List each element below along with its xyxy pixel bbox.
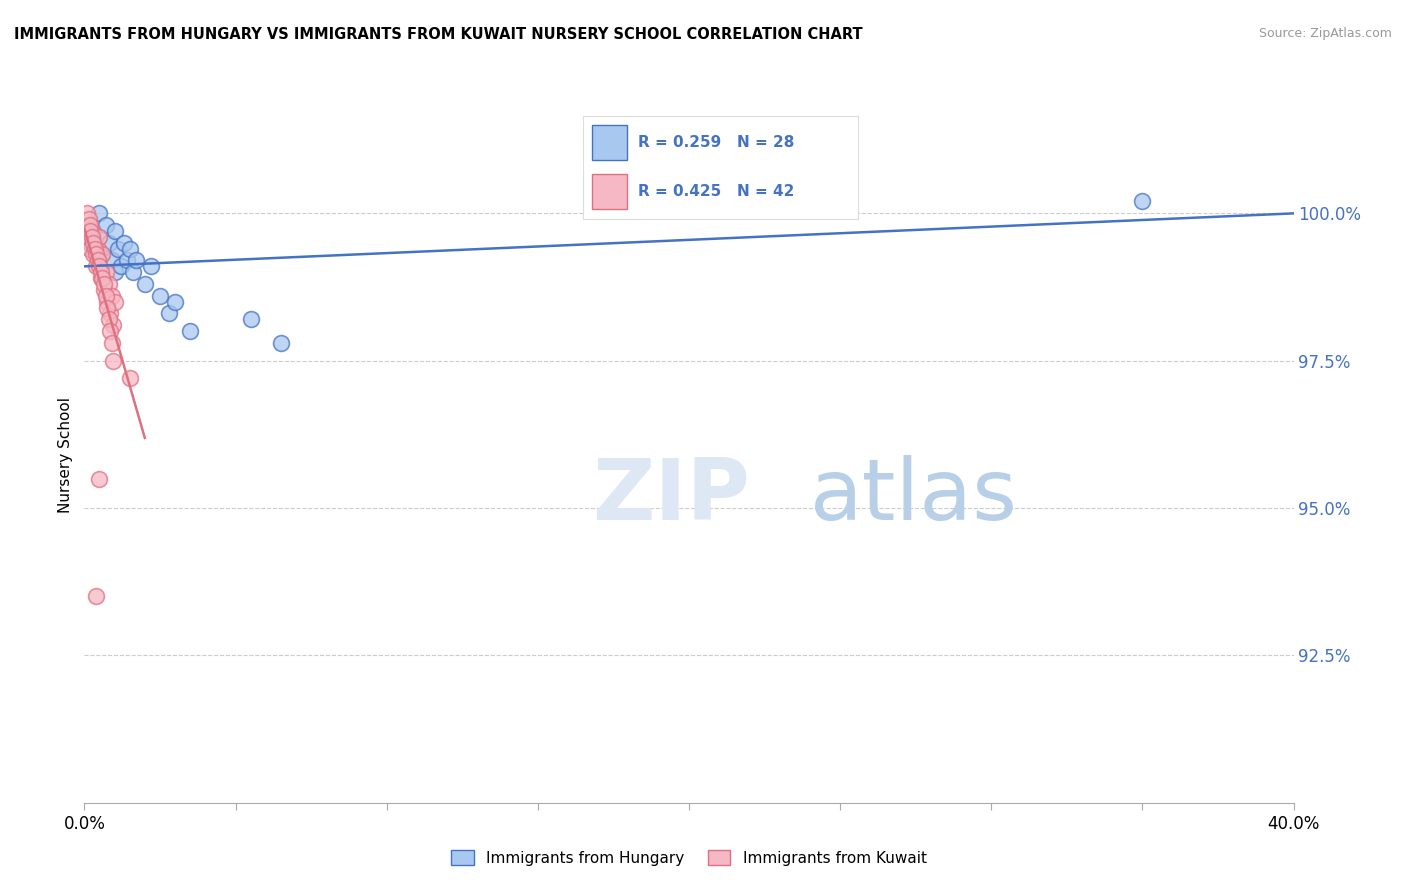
Point [125, 253, 148, 268]
Point [104, 294, 127, 309]
Point [86, 242, 108, 256]
Legend: Immigrants from Hungary, Immigrants from Kuwait: Immigrants from Hungary, Immigrants from… [446, 844, 932, 871]
Point [87, 242, 110, 256]
Point [91, 271, 114, 285]
Point [80, 229, 103, 244]
Point [110, 259, 132, 273]
Point [94, 289, 117, 303]
Point [121, 265, 143, 279]
Point [98, 306, 121, 320]
Point [84, 242, 107, 256]
Text: R = 0.425   N = 42: R = 0.425 N = 42 [638, 185, 794, 200]
Point [270, 335, 292, 350]
Point [89, 259, 111, 273]
Point [90, 265, 112, 279]
Point [149, 289, 172, 303]
Point [100, 335, 122, 350]
Point [239, 312, 262, 326]
Point [830, 200, 852, 214]
Point [97, 312, 120, 326]
Y-axis label: Nursery School: Nursery School [58, 397, 73, 513]
Point [139, 259, 162, 273]
Point [96, 294, 118, 309]
Point [94, 265, 117, 279]
Point [82, 235, 104, 250]
Point [93, 283, 115, 297]
Point [76, 206, 98, 220]
Point [157, 306, 180, 320]
Point [79, 242, 101, 256]
Point [89, 253, 111, 268]
Point [89, 229, 111, 244]
Point [100, 289, 122, 303]
Point [82, 224, 104, 238]
Point [96, 301, 118, 315]
Point [98, 324, 121, 338]
Point [1132, 194, 1154, 209]
Point [104, 224, 127, 238]
Point [89, 471, 111, 485]
Point [77, 229, 100, 244]
Point [79, 218, 101, 232]
Text: Source: ZipAtlas.com: Source: ZipAtlas.com [1258, 27, 1392, 40]
Point [90, 271, 112, 285]
Point [89, 206, 111, 220]
Point [165, 294, 187, 309]
Point [93, 277, 115, 291]
Point [80, 224, 103, 238]
Point [118, 371, 141, 385]
Point [115, 253, 138, 268]
Point [84, 235, 107, 250]
Point [79, 235, 101, 250]
Point [79, 224, 101, 238]
Point [86, 259, 108, 273]
Point [87, 253, 110, 268]
Point [101, 353, 124, 368]
Point [91, 247, 114, 261]
Bar [592, 125, 627, 160]
Point [107, 242, 129, 256]
Point [134, 277, 156, 291]
Text: ZIP: ZIP [592, 455, 749, 538]
Point [100, 253, 122, 268]
Point [97, 277, 120, 291]
Point [104, 265, 127, 279]
Point [76, 218, 98, 232]
Text: R = 0.259   N = 28: R = 0.259 N = 28 [638, 135, 794, 150]
Point [118, 242, 141, 256]
Point [86, 590, 108, 604]
Point [179, 324, 201, 338]
Bar [592, 175, 627, 210]
Point [112, 235, 135, 250]
Point [86, 247, 108, 261]
Point [89, 229, 111, 244]
Text: IMMIGRANTS FROM HUNGARY VS IMMIGRANTS FROM KUWAIT NURSERY SCHOOL CORRELATION CHA: IMMIGRANTS FROM HUNGARY VS IMMIGRANTS FR… [14, 27, 863, 42]
Point [77, 212, 100, 227]
Point [97, 235, 120, 250]
Point [82, 247, 104, 261]
Point [101, 318, 124, 333]
Point [91, 247, 114, 261]
Text: atlas: atlas [810, 455, 1018, 538]
Point [94, 218, 117, 232]
